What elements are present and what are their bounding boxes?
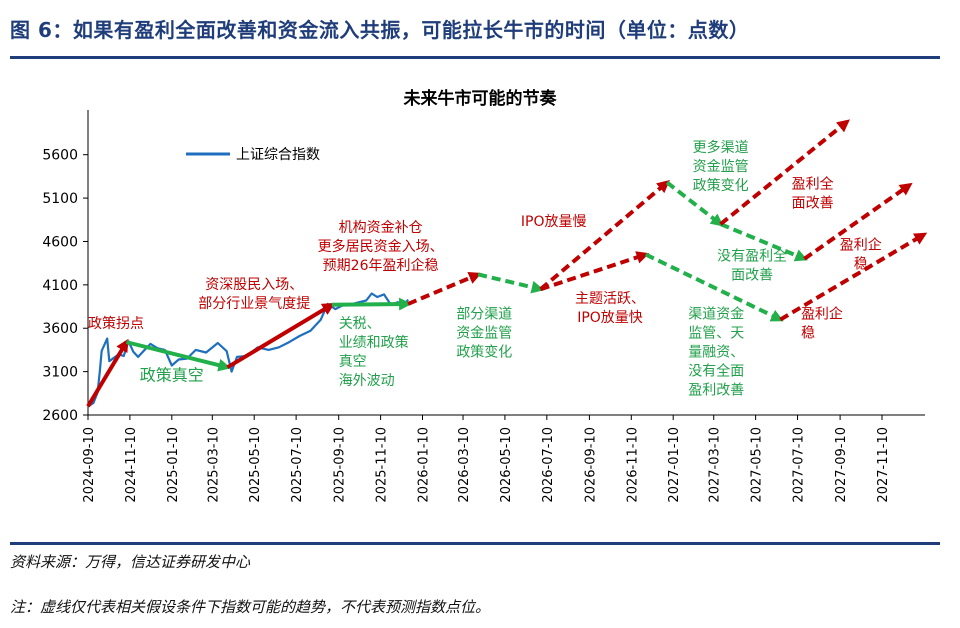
y-tick-label: 5600 <box>42 148 78 164</box>
x-tick-label: 2025-07-10 <box>290 427 305 503</box>
annotation-green-2: 政策真空 <box>140 365 204 384</box>
arrows-layer <box>86 119 928 408</box>
figure-title: 图 6：如果有盈利全面改善和资金流入共振，可能拉长牛市的时间（单位：点数） <box>10 18 750 42</box>
trend-arrow-red-7 <box>539 179 670 291</box>
annotation-line: 监管、天 <box>688 326 744 342</box>
legend-label: 上证综合指数 <box>236 147 320 163</box>
trend-arrow-red-10 <box>803 182 913 261</box>
annotation-line: 资深股民入场、 <box>205 277 303 293</box>
annotation-line: 政策真空 <box>140 365 204 384</box>
bottom-rule <box>10 542 940 545</box>
annotation-green-9: 更多渠道资金监管政策变化 <box>693 139 749 194</box>
annotation-line: 机构资金补仓 <box>339 220 423 236</box>
x-tick-label: 2026-05-10 <box>499 427 514 503</box>
annotation-line: 真空 <box>339 354 367 370</box>
y-tick-label: 3600 <box>42 321 78 337</box>
trend-arrow-red-12 <box>540 251 650 292</box>
annotation-line: 盈利企 <box>801 306 843 323</box>
trend-arrow-green-4 <box>331 297 412 311</box>
annotation-line: 部分行业景气度提 <box>198 296 310 312</box>
annotation-line: IPO放量快 <box>577 310 643 326</box>
annotation-line: 渠道资金 <box>688 307 744 323</box>
annotation-line: 更多渠道 <box>693 139 749 156</box>
top-rule <box>10 56 940 59</box>
x-tick-label: 2025-01-10 <box>166 427 181 503</box>
x-tick-label: 2025-05-10 <box>248 427 263 503</box>
annotation-green-13: 渠道资金监管、天量融资、没有全面盈利改善 <box>688 307 744 399</box>
y-tick-label: 3100 <box>42 365 78 381</box>
annotation-line: 量融资、 <box>688 345 744 361</box>
trend-arrow-green-6 <box>477 272 545 294</box>
trend-arrow-red-1 <box>86 338 129 408</box>
annotation-red-12: 盈利企稳 <box>840 236 882 272</box>
annotation-green-6: 部分渠道资金监管政策变化 <box>456 307 512 361</box>
annotation-red-7: IPO放量慢 <box>521 213 587 230</box>
chart: 未来牛市可能的节奏 2600 3100 3600 4100 4600 5100 5600 20… <box>42 88 928 503</box>
x-tick-label: 2024-11-10 <box>124 427 139 503</box>
y-tick-label: 2600 <box>42 408 78 424</box>
annotation-line: 政策变化 <box>693 177 749 194</box>
chart-title: 未来牛市可能的节奏 <box>403 88 558 109</box>
x-tick-label: 2024-09-10 <box>82 427 97 503</box>
annotation-line: 部分渠道 <box>456 307 512 323</box>
x-tick-label: 2027-11-10 <box>876 427 891 503</box>
annotation-line: 预期26年盈利企稳 <box>323 257 439 274</box>
x-tick-label: 2026-03-10 <box>457 427 472 503</box>
x-tick-label: 2027-07-10 <box>792 427 807 503</box>
annotation-line: 稳 <box>801 326 815 342</box>
annotation-line: 资金监管 <box>693 159 749 175</box>
annotation-green-4: 关税、业绩和政策真空海外波动 <box>339 316 409 389</box>
annotation-line: 政策拐点 <box>88 315 144 332</box>
annotation-red-3: 资深股民入场、部分行业景气度提 <box>198 277 310 312</box>
annotation-line: 政策变化 <box>456 344 512 361</box>
annotation-line: 盈利全 <box>792 176 834 193</box>
annotation-line: 资金监管 <box>456 326 512 342</box>
x-tick-label: 2025-11-10 <box>375 427 390 503</box>
annotation-red-1: 政策拐点 <box>88 315 144 332</box>
annotation-line: 没有盈利全 <box>717 248 787 265</box>
trend-arrow-green-2 <box>125 340 232 372</box>
trend-arrow-red-3 <box>226 302 336 369</box>
annotation-green-11: 没有盈利全面改善 <box>717 248 787 284</box>
trend-arrow-green-13 <box>644 252 784 322</box>
x-tick-label: 2025-03-10 <box>206 427 221 503</box>
x-tick-label: 2027-01-10 <box>667 427 682 503</box>
annotation-line: 关税、 <box>339 316 381 332</box>
annotation-line: 没有全面 <box>688 363 744 380</box>
trend-arrow-green-8 <box>665 180 724 227</box>
y-tick-label: 4100 <box>42 278 78 294</box>
annotation-line: 主题活跃、 <box>575 291 645 307</box>
legend: 上证综合指数 <box>186 147 320 163</box>
annotation-line: 更多居民资金入场、 <box>318 238 444 255</box>
annotation-line: IPO放量慢 <box>521 213 587 230</box>
footnote: 注：虚线仅代表相关假设条件下指数可能的趋势，不代表预测指数点位。 <box>10 598 491 616</box>
x-tick-label: 2026-01-10 <box>416 427 431 503</box>
annotation-red-5: 机构资金补仓更多居民资金入场、预期26年盈利企稳 <box>318 220 444 274</box>
x-tick-label: 2027-05-10 <box>750 427 765 503</box>
y-tick-label: 4600 <box>42 234 78 250</box>
annotation-red-14: 盈利企稳 <box>801 306 843 342</box>
annotation-red-8: 主题活跃、 IPO放量快 <box>575 291 645 326</box>
annotation-line: 海外波动 <box>339 373 395 389</box>
trend-arrow-green-9 <box>719 222 808 262</box>
annotation-line: 面改善 <box>792 196 834 212</box>
annotation-line: 盈利改善 <box>688 383 744 399</box>
axes: 2600 3100 3600 4100 4600 5100 5600 2024-09-10 20… <box>42 110 925 503</box>
x-tick-label: 2026-09-10 <box>583 427 598 503</box>
trend-arrow-red-5 <box>407 272 482 306</box>
annotation-line: 业绩和政策 <box>339 334 409 351</box>
x-tick-label: 2026-07-10 <box>541 427 556 503</box>
x-tick-label: 2027-03-10 <box>708 427 723 503</box>
annotation-line: 盈利企 <box>840 236 882 253</box>
x-tick-label: 2026-11-10 <box>625 427 640 503</box>
x-tick-label: 2027-09-10 <box>834 427 849 503</box>
x-tick-label: 2025-09-10 <box>333 427 348 503</box>
y-tick-label: 5100 <box>42 191 78 207</box>
source-note: 资料来源：万得，信达证券研发中心 <box>10 553 251 571</box>
annotation-line: 稳 <box>854 256 868 272</box>
annotation-line: 面改善 <box>731 268 773 284</box>
annotation-red-10: 盈利全面改善 <box>792 176 834 212</box>
